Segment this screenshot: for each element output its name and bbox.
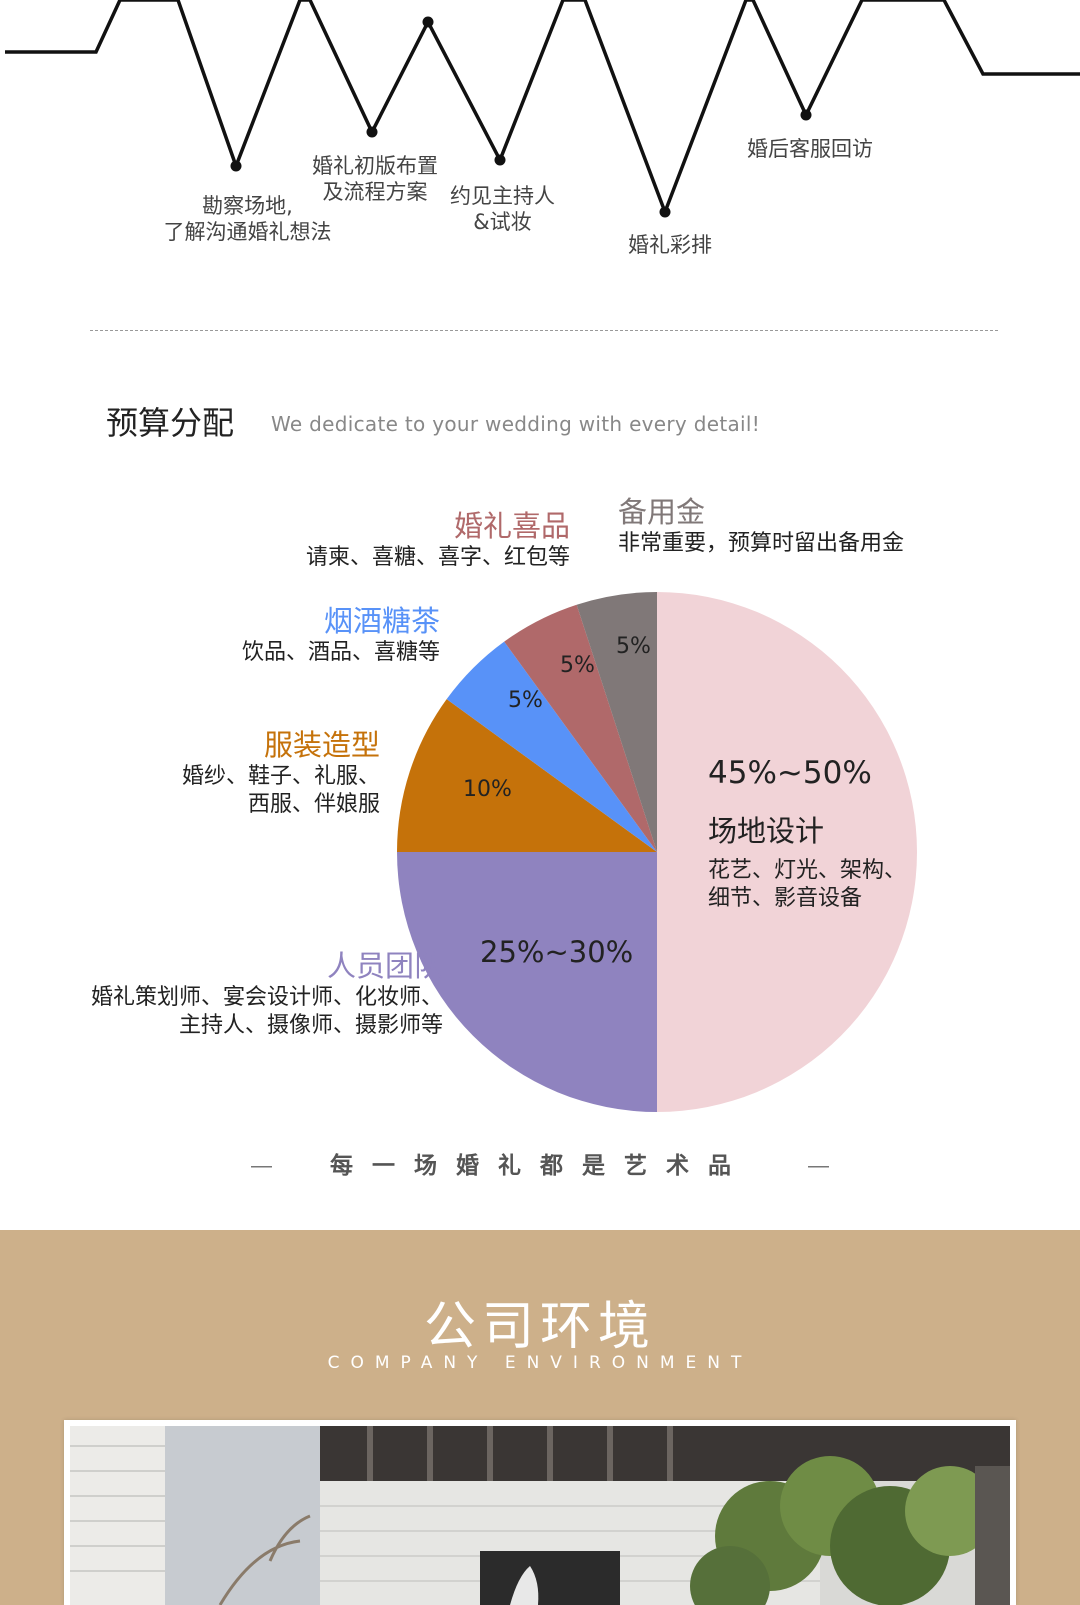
timeline-node <box>494 154 506 166</box>
company-title: 公司环境 <box>423 1297 656 1357</box>
category-desc: 非常重要，预算时留出备用金 <box>618 531 905 556</box>
category-desc: 主持人、摄像师、摄影师等 <box>178 1013 443 1038</box>
slice-tobacco <box>446 641 657 852</box>
label-attire-styling: 服装造型 婚纱、鞋子、礼服、 西服、伴娘服 <box>182 727 380 819</box>
category-desc: 婚纱、鞋子、礼服、 <box>181 764 380 789</box>
slice-attire <box>397 699 657 852</box>
category-desc: 请柬、喜糖、喜字、红包等 <box>305 545 570 570</box>
slice-value-tobacco: 5% <box>508 688 543 713</box>
timeline-step-line: 了解沟通婚礼想法 <box>163 220 332 244</box>
slice-value-staff: 25%~30% <box>480 935 634 969</box>
slice-value-reserve: 5% <box>616 634 651 659</box>
company-section: 公司环境 COMPANY ENVIRONMENT <box>0 1230 1080 1605</box>
slice-desc-venue: 花艺、灯光、架构、 细节、影音设备 <box>708 857 906 913</box>
budget-title: 预算分配 <box>106 404 235 442</box>
timeline-step-initial-plan: 婚礼初版布置 及流程方案 <box>300 153 450 205</box>
timeline-step-host-makeup: 约见主持人 &试妆 <box>440 183 565 235</box>
timeline-step-rehearsal: 婚礼彩排 <box>615 232 725 258</box>
category-name: 人员团队 <box>326 949 443 983</box>
slice-gifts <box>504 604 657 852</box>
category-desc: 西服、伴娘服 <box>247 792 380 817</box>
category-name: 烟酒糖茶 <box>323 604 440 638</box>
slogan: — 每一场婚礼都是艺术品 — <box>0 1146 1080 1180</box>
company-subtitle: COMPANY ENVIRONMENT <box>327 1353 753 1373</box>
section-divider <box>90 330 998 331</box>
timeline-node <box>230 160 242 172</box>
timeline-node <box>422 16 434 28</box>
timeline-step-line: 婚礼初版布置 <box>312 154 438 178</box>
company-photo <box>70 1426 1010 1605</box>
timeline-step-site-survey: 勘察场地, 了解沟通婚礼想法 <box>155 193 340 245</box>
slice-value-gifts: 5% <box>560 653 595 678</box>
slice-label-venue: 场地设计 <box>708 814 825 848</box>
category-name: 婚礼喜品 <box>453 509 570 543</box>
company-photo-illustration <box>70 1426 1010 1605</box>
process-timeline <box>5 0 1080 218</box>
slogan-dash: — <box>249 1153 273 1179</box>
slice-staff <box>397 852 657 1112</box>
timeline-step-line: 婚后客服回访 <box>747 137 873 161</box>
budget-subtitle: We dedicate to your wedding with every d… <box>271 412 761 436</box>
label-reserve-fund: 备用金 非常重要，预算时留出备用金 <box>618 494 904 558</box>
slice-desc-line: 细节、影音设备 <box>708 886 863 911</box>
timeline-step-line: 婚礼彩排 <box>628 233 712 257</box>
timeline-step-line: &试妆 <box>473 210 532 234</box>
slice-value-attire: 10% <box>463 777 512 802</box>
category-desc: 饮品、酒品、喜糖等 <box>241 640 440 665</box>
label-wedding-gifts: 婚礼喜品 请柬、喜糖、喜字、红包等 <box>306 508 570 572</box>
timeline-node <box>366 126 378 138</box>
slogan-dash: — <box>807 1153 831 1179</box>
label-tobacco-tea: 烟酒糖茶 饮品、酒品、喜糖等 <box>242 603 440 667</box>
slice-value-venue: 45%~50% <box>708 755 872 791</box>
label-staff-team: 人员团队 婚礼策划师、宴会设计师、化妆师、 主持人、摄像师、摄影师等 <box>91 948 443 1040</box>
slice-venue <box>657 592 917 1112</box>
timeline-line <box>5 0 1080 217</box>
timeline-step-followup: 婚后客服回访 <box>735 136 885 162</box>
slice-desc-line: 花艺、灯光、架构、 <box>708 858 907 883</box>
company-photo-frame <box>64 1420 1016 1605</box>
timeline-step-line: 约见主持人 <box>450 184 555 208</box>
timeline-step-line: 及流程方案 <box>322 180 428 204</box>
category-name: 备用金 <box>618 495 706 529</box>
timeline-node <box>800 109 812 121</box>
timeline-step-line: 勘察场地, <box>202 194 293 218</box>
category-desc: 婚礼策划师、宴会设计师、化妆师、 <box>90 985 443 1010</box>
budget-pie-chart <box>397 592 917 1112</box>
slice-reserve <box>576 592 657 852</box>
category-name: 服装造型 <box>263 728 380 762</box>
timeline-node <box>659 206 671 218</box>
slogan-text: 每一场婚礼都是艺术品 <box>330 1152 750 1179</box>
